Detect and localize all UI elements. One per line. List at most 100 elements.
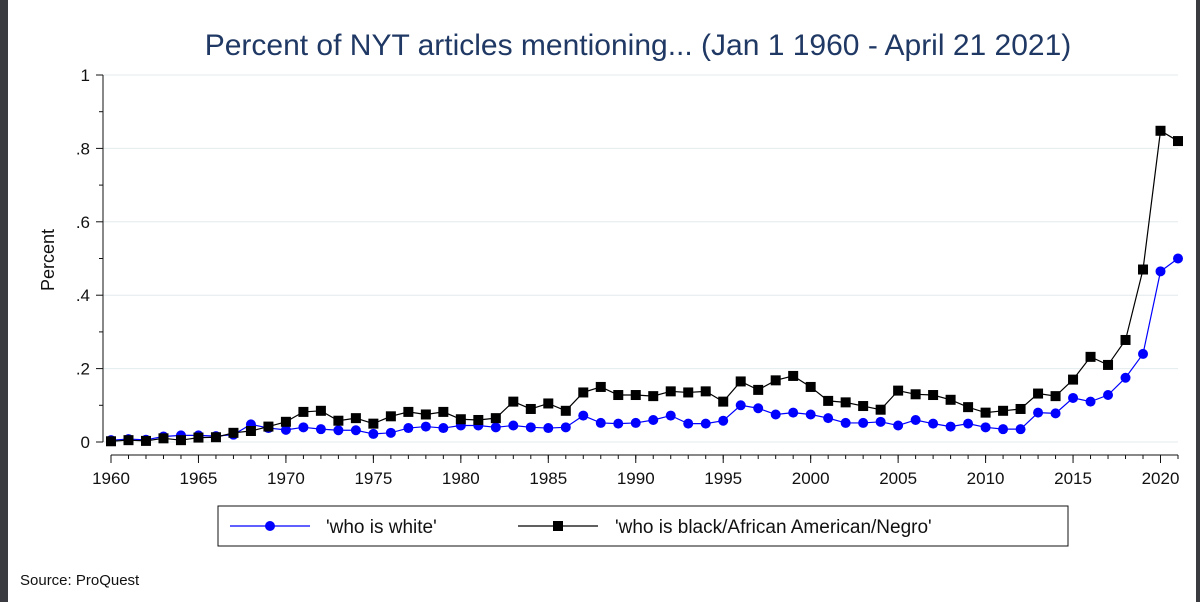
data-point	[228, 427, 239, 438]
data-point	[1173, 136, 1183, 147]
data-point	[735, 376, 746, 387]
data-point	[1120, 334, 1131, 345]
data-point	[963, 402, 974, 413]
data-point	[1103, 390, 1114, 401]
data-point	[1085, 396, 1096, 407]
data-point	[280, 424, 291, 435]
data-point	[140, 435, 151, 446]
data-point	[805, 381, 816, 392]
data-point	[910, 414, 921, 425]
data-point	[700, 386, 711, 397]
data-point	[543, 398, 554, 409]
legend-marker	[265, 521, 275, 531]
data-point	[385, 411, 396, 422]
data-point	[298, 406, 309, 417]
x-tick-label: 1975	[354, 469, 392, 488]
y-tick-label: .2	[76, 360, 90, 379]
data-point	[1015, 424, 1026, 435]
data-point	[665, 410, 676, 421]
data-point	[490, 422, 501, 433]
data-point	[823, 395, 834, 406]
data-point	[368, 418, 379, 429]
data-point	[858, 401, 869, 412]
data-point	[1155, 266, 1166, 277]
data-point	[333, 415, 344, 426]
x-tick-label: 2015	[1054, 469, 1092, 488]
data-point	[840, 417, 851, 428]
x-tick-label: 2010	[967, 469, 1005, 488]
x-tick-label: 1960	[92, 469, 130, 488]
data-point	[630, 390, 641, 401]
x-tick-label: 1980	[442, 469, 480, 488]
data-point	[980, 422, 991, 433]
chart-title: Percent of NYT articles mentioning... (J…	[205, 29, 1072, 62]
axes: 0 .2 .4 .6 .8 1 1960 1965 1970 1975 1980 1985 1990 19…	[76, 66, 1180, 488]
data-point	[718, 396, 729, 407]
data-point	[1068, 392, 1079, 403]
data-point	[998, 424, 1009, 435]
data-point	[683, 418, 694, 429]
chart-frame: Percent of NYT articles mentioning... (J…	[8, 0, 1196, 602]
data-point	[595, 417, 606, 428]
data-point	[420, 409, 431, 420]
source-note: Source: ProQuest	[20, 572, 140, 589]
data-point	[106, 436, 116, 447]
data-point	[718, 415, 729, 426]
data-point	[910, 389, 921, 400]
data-point	[1173, 253, 1183, 264]
data-point	[315, 405, 326, 416]
legend: 'who is white' 'who is black/African Amer…	[217, 505, 1069, 547]
data-point	[1033, 388, 1044, 399]
x-tick-label: 2000	[792, 469, 830, 488]
data-point	[805, 409, 816, 420]
data-point	[963, 418, 974, 429]
data-point	[193, 432, 204, 443]
legend-label: 'who is white'	[326, 517, 437, 538]
data-point	[980, 407, 991, 418]
data-point	[1085, 351, 1096, 362]
data-point	[648, 414, 659, 425]
data-point	[175, 435, 186, 446]
data-point	[403, 406, 414, 417]
data-point	[350, 413, 361, 424]
y-tick-label: .8	[76, 139, 90, 158]
data-point	[560, 405, 571, 416]
data-point	[893, 420, 904, 431]
x-tick-label: 2005	[879, 469, 917, 488]
data-point	[1155, 125, 1166, 136]
data-point	[893, 385, 904, 396]
data-point	[1138, 264, 1149, 275]
legend-box	[217, 505, 1069, 547]
data-point	[753, 384, 764, 395]
data-point	[945, 394, 956, 405]
data-point	[438, 406, 449, 417]
data-point	[525, 403, 536, 414]
data-point	[753, 403, 764, 414]
data-point	[525, 422, 536, 433]
legend-label: 'who is black/African American/Negro'	[615, 517, 932, 538]
y-tick-label: 0	[81, 433, 90, 452]
data-point	[385, 427, 396, 438]
x-tick-label: 1965	[180, 469, 218, 488]
data-point	[1033, 407, 1044, 418]
data-point	[490, 413, 501, 424]
y-axis-label: Percent	[38, 229, 58, 291]
data-point	[578, 410, 589, 421]
data-point	[263, 421, 274, 432]
data-point	[613, 390, 624, 401]
data-point	[123, 435, 134, 446]
data-point	[578, 387, 589, 398]
data-point	[735, 400, 746, 411]
data-point	[1015, 403, 1026, 414]
data-point	[1050, 408, 1061, 419]
data-point	[823, 413, 834, 424]
data-point	[700, 418, 711, 429]
y-tick-label: .6	[76, 213, 90, 232]
y-tick-label: 1	[81, 66, 90, 85]
data-point	[1050, 391, 1061, 402]
data-point	[420, 421, 431, 432]
data-point	[158, 433, 169, 444]
data-point	[858, 417, 869, 428]
data-point	[788, 370, 799, 381]
data-point	[315, 424, 326, 435]
